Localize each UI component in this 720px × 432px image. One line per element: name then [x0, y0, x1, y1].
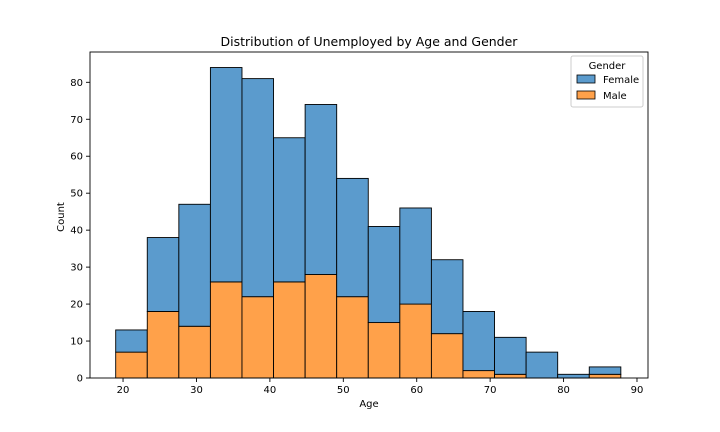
x-tick-label-30: 30 [190, 385, 203, 396]
y-tick-label-0: 0 [77, 374, 83, 385]
y-tick-label-70: 70 [70, 115, 83, 126]
legend-label-male: Male [603, 91, 627, 102]
legend: Gender Female Male [570, 55, 644, 108]
x-tick-label-40: 40 [264, 385, 277, 396]
bar-female-bin-0 [115, 329, 148, 353]
x-tick-label-70: 70 [484, 385, 497, 396]
bar-male-bin-0 [115, 351, 148, 379]
bar-female-bin-13 [525, 351, 559, 379]
legend-title: Gender [589, 61, 627, 72]
y-tick-label-60: 60 [70, 152, 83, 163]
x-tick-label-50: 50 [337, 385, 350, 396]
bar-female-bin-2 [178, 203, 211, 327]
y-axis-label: Count [56, 202, 67, 232]
bar-male-bin-15 [588, 373, 622, 379]
bar-male-bin-8 [367, 322, 401, 379]
bar-female-bin-15 [588, 366, 622, 375]
x-tick-label-90: 90 [631, 385, 644, 396]
bar-female-bin-12 [494, 336, 527, 375]
y-tick-label-40: 40 [70, 226, 83, 237]
y-tick-label-80: 80 [70, 78, 83, 89]
bar-male-bin-10 [430, 333, 464, 379]
bar-female-bin-5 [273, 137, 306, 283]
bar-female-bin-8 [367, 226, 401, 324]
legend-swatch-male [576, 90, 596, 100]
bar-female-bin-1 [146, 237, 180, 312]
bar-male-bin-1 [146, 311, 180, 379]
x-axis-label: Age [359, 399, 378, 410]
bar-male-bin-2 [178, 325, 211, 379]
y-tick-label-20: 20 [70, 300, 83, 311]
legend-swatch-female [576, 74, 596, 84]
x-tick-label-80: 80 [557, 385, 570, 396]
legend-label-female: Female [603, 75, 639, 86]
x-tick-label-60: 60 [410, 385, 423, 396]
bar-female-bin-9 [399, 207, 432, 305]
bar-female-bin-14 [557, 373, 590, 379]
y-tick-label-50: 50 [70, 189, 83, 200]
bars-layer [115, 67, 622, 379]
bar-male-bin-3 [209, 281, 243, 379]
y-tick-label-30: 30 [70, 263, 83, 274]
bar-female-bin-3 [209, 67, 243, 283]
bar-male-bin-11 [462, 370, 495, 379]
bar-female-bin-7 [336, 177, 369, 298]
bar-female-bin-6 [304, 104, 338, 275]
axes-layer: 20 30 40 50 60 70 80 90 0 10 20 30 40 50 60 70 80 [70, 51, 649, 396]
x-tick-label-20: 20 [117, 385, 130, 396]
bar-female-bin-11 [462, 311, 495, 372]
bar-male-bin-6 [304, 274, 338, 379]
plot-frame [89, 51, 649, 379]
bar-female-bin-4 [241, 78, 275, 298]
bar-male-bin-4 [241, 296, 275, 379]
y-tick-label-10: 10 [70, 337, 83, 348]
chart-title: Distribution of Unemployed by Age and Ge… [221, 34, 519, 49]
bar-male-bin-7 [336, 296, 369, 379]
bar-male-bin-12 [494, 373, 527, 379]
bar-male-bin-9 [399, 303, 432, 379]
bar-male-bin-5 [273, 281, 306, 379]
bar-female-bin-10 [430, 259, 464, 335]
